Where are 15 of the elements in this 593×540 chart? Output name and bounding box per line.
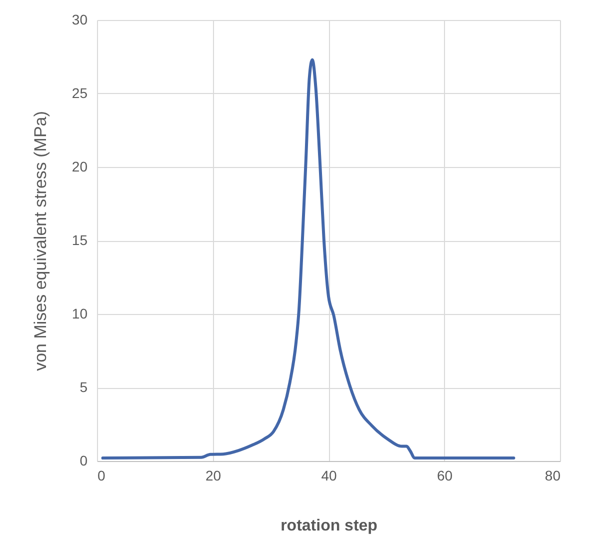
line-series — [101, 58, 516, 460]
x-tick-label: 80 — [544, 468, 561, 484]
y-tick-label: 5 — [80, 379, 88, 395]
y-tick-label: 0 — [80, 452, 88, 468]
y-tick-label: 25 — [72, 85, 88, 101]
y-tick-label: 15 — [72, 232, 88, 248]
x-tick-label: 20 — [205, 468, 222, 484]
y-axis-title: von Mises equivalent stress (MPa) — [30, 111, 50, 371]
y-tick-label: 30 — [72, 12, 88, 28]
x-axis-title: rotation step — [280, 518, 378, 534]
y-tick-label: 10 — [72, 306, 88, 322]
y-tick-label: 20 — [72, 158, 88, 174]
x-tick-label: 40 — [321, 468, 337, 484]
x-tick-label: 60 — [436, 468, 453, 484]
x-tick-label: 0 — [98, 468, 106, 484]
